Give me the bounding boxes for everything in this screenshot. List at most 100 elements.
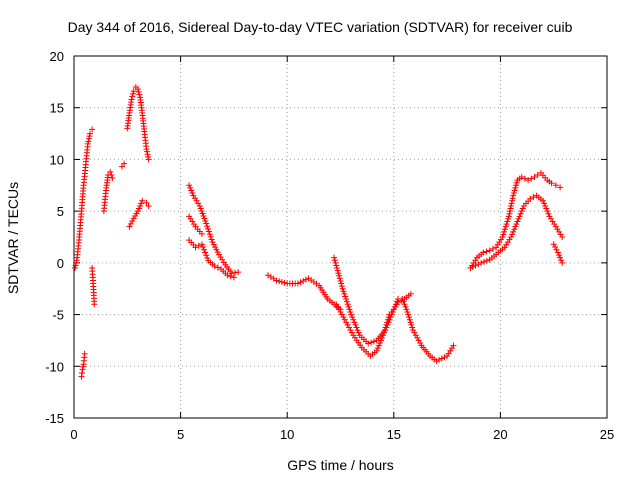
y-tick-label: 5 (57, 204, 64, 219)
plot-frame (73, 55, 608, 419)
data-point (200, 213, 207, 220)
data-point (368, 339, 375, 346)
data-point (552, 243, 559, 250)
data-point (192, 244, 199, 251)
data-point (186, 182, 193, 189)
data-point (109, 175, 116, 182)
data-point (228, 270, 235, 277)
data-point (206, 231, 213, 238)
data-point (128, 96, 135, 103)
data-point (508, 202, 515, 209)
data-point (196, 202, 203, 209)
data-point (404, 308, 411, 315)
data-point (281, 279, 288, 286)
grid-lines (74, 56, 607, 418)
data-point (188, 187, 195, 194)
data-point (544, 208, 551, 215)
data-point (73, 257, 80, 264)
data-point (559, 259, 566, 266)
y-tick-label: 0 (57, 256, 64, 271)
data-point (227, 273, 234, 280)
data-point (195, 242, 202, 249)
data-point (334, 267, 341, 274)
data-point (81, 350, 88, 357)
data-point (489, 245, 496, 252)
data-point (516, 213, 523, 220)
data-point (500, 231, 507, 238)
data-point (373, 347, 380, 354)
data-point (336, 275, 343, 282)
y-tick-label: 15 (50, 101, 64, 116)
data-point (121, 160, 128, 167)
data-point (409, 324, 416, 331)
data-point (517, 210, 524, 217)
data-point (202, 218, 209, 225)
data-point (554, 249, 561, 256)
data-point (208, 236, 215, 243)
x-tick-label: 25 (600, 427, 614, 442)
data-point (129, 93, 136, 100)
data-point (525, 177, 532, 184)
data-point (198, 230, 205, 237)
data-point (201, 246, 208, 253)
series-arc-4c (186, 213, 205, 237)
data-point (507, 205, 514, 212)
x-tick-label: 20 (493, 427, 507, 442)
data-point (506, 210, 513, 217)
data-point (203, 252, 210, 259)
data-point (504, 218, 511, 225)
data-point (518, 174, 525, 181)
chart-title: Day 344 of 2016, Sidereal Day-to-day VTE… (67, 19, 573, 35)
data-point (331, 257, 338, 264)
data-point (338, 311, 345, 318)
data-point (406, 316, 413, 323)
data-point (273, 277, 280, 284)
data-point (511, 187, 518, 194)
data-point (514, 218, 521, 225)
data-point (137, 202, 144, 209)
data-point (508, 200, 515, 207)
data-point (512, 184, 519, 191)
data-point (72, 265, 79, 272)
data-point (515, 215, 522, 222)
data-point (381, 327, 388, 334)
data-point (302, 276, 309, 283)
data-point (344, 301, 351, 308)
data-point (335, 270, 342, 277)
data-point (528, 175, 535, 182)
data-point (338, 283, 345, 290)
data-point (505, 215, 512, 222)
x-tick-label: 15 (387, 427, 401, 442)
data-point (527, 195, 534, 202)
data-point (145, 153, 152, 160)
data-point (450, 342, 457, 349)
data-point (276, 278, 283, 285)
data-point (336, 306, 343, 313)
data-point (136, 91, 143, 98)
data-point (144, 151, 151, 158)
y-tick-label: 20 (50, 49, 64, 64)
x-axis-label: GPS time / hours (287, 457, 394, 473)
data-point (338, 280, 345, 287)
data-point (550, 241, 557, 248)
data-point (336, 272, 343, 279)
data-point (118, 163, 125, 170)
series-arc-7c (550, 241, 566, 266)
data-point (134, 208, 141, 215)
data-point (91, 301, 98, 308)
data-point (204, 223, 211, 230)
data-point (203, 220, 210, 227)
data-point (355, 329, 362, 336)
data-point (130, 88, 137, 95)
data-point (224, 272, 231, 279)
data-point (521, 175, 528, 182)
data-point (553, 246, 560, 253)
data-series (72, 84, 566, 380)
data-point (513, 182, 520, 189)
data-point (300, 277, 307, 284)
x-tick-label: 10 (280, 427, 294, 442)
data-point (542, 202, 549, 209)
series-arc-0b (78, 350, 88, 380)
data-point (350, 316, 357, 323)
